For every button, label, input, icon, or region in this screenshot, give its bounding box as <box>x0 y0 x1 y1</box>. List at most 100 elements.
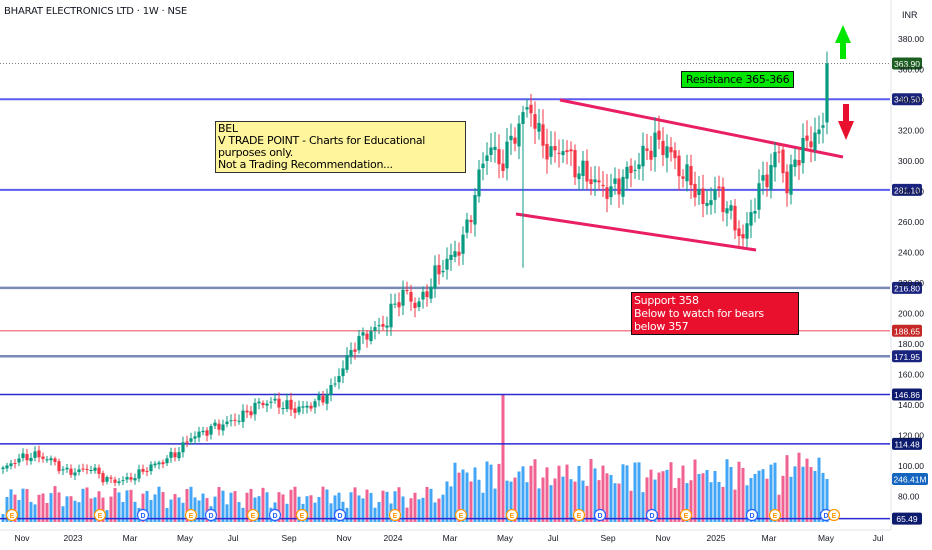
dividend-event-icon[interactable] <box>136 508 150 522</box>
volume-bar <box>669 462 673 522</box>
channel-lines[interactable] <box>515 98 844 252</box>
volume-bar <box>733 489 737 522</box>
candle <box>549 146 553 157</box>
volume-bar <box>557 465 561 522</box>
volume-bar <box>573 481 577 522</box>
candle <box>569 149 573 152</box>
dividend-event-icon[interactable] <box>645 508 659 522</box>
candle <box>665 146 669 158</box>
earnings-event-icon[interactable] <box>5 508 19 522</box>
resistance-label[interactable]: Resistance 365-366 <box>681 71 795 88</box>
candle <box>137 469 141 479</box>
volume-bar <box>801 466 805 522</box>
x-tick-label: May <box>818 533 835 543</box>
channel-upper-line[interactable] <box>559 98 844 159</box>
volume-bar <box>413 492 417 522</box>
candle <box>489 147 493 155</box>
candle <box>409 292 413 302</box>
candle <box>737 228 741 237</box>
candle <box>413 302 417 308</box>
candle <box>825 63 829 123</box>
candle <box>177 452 181 459</box>
candle <box>629 165 633 173</box>
volume-bar <box>265 492 269 522</box>
dividend-event-icon[interactable] <box>593 508 607 522</box>
volume-bar <box>521 466 525 522</box>
event-marker-glyph: D <box>208 513 213 520</box>
volume-bar <box>673 487 677 522</box>
candle <box>425 291 429 298</box>
volume-bar <box>257 496 261 522</box>
level-price-label: 188.65 <box>894 326 920 336</box>
disclaimer-note[interactable]: BEL V TRADE POINT - Charts for Education… <box>215 121 466 173</box>
x-tick-label: Jul <box>873 533 884 543</box>
candle <box>505 141 509 169</box>
volume-bar <box>33 504 37 522</box>
candle <box>133 478 137 481</box>
earnings-event-icon[interactable] <box>679 508 693 522</box>
volume-bar <box>785 455 789 522</box>
dividend-event-icon[interactable] <box>333 508 347 522</box>
channel-lower-line[interactable] <box>515 212 757 252</box>
up-arrow-icon <box>835 25 851 59</box>
volume-bar <box>633 462 637 522</box>
earnings-event-icon[interactable] <box>454 508 468 522</box>
candle <box>721 186 725 213</box>
earnings-event-icon[interactable] <box>295 508 309 522</box>
volume-bar <box>777 494 781 522</box>
candle <box>709 200 713 206</box>
volume-bar <box>141 493 145 522</box>
candle <box>681 176 685 179</box>
volume-bar <box>769 464 773 522</box>
dividend-event-icon[interactable] <box>268 508 282 522</box>
volume-bar <box>749 478 753 522</box>
volume-bar <box>485 461 489 522</box>
candle <box>525 107 529 110</box>
event-marker-glyph: E <box>10 513 15 520</box>
y-tick-label: 100.00 <box>898 461 924 471</box>
volume-bar <box>5 496 9 522</box>
earnings-event-icon[interactable] <box>184 508 198 522</box>
volume-bar <box>345 507 349 522</box>
volume-bar <box>745 485 749 522</box>
candle <box>713 189 717 200</box>
candle <box>161 462 165 465</box>
candle <box>617 178 621 195</box>
candle <box>277 398 281 408</box>
candle <box>353 349 357 352</box>
candle <box>757 183 761 210</box>
candle <box>157 462 161 465</box>
candle <box>797 160 801 166</box>
candle <box>793 159 797 167</box>
candle <box>593 179 597 183</box>
volume-bar <box>817 457 821 522</box>
volume-bar <box>237 502 241 522</box>
candle <box>533 114 537 129</box>
earnings-event-icon[interactable] <box>93 508 107 522</box>
level-price-tag <box>892 512 922 525</box>
candle <box>801 137 805 164</box>
note-line-2: V TRADE POINT - Charts for Educational p… <box>218 134 426 159</box>
volume-bar <box>661 471 665 522</box>
volume-bar <box>793 466 797 522</box>
volume-bar <box>625 465 629 522</box>
candle <box>341 368 345 377</box>
candle <box>733 205 737 231</box>
volume-bar <box>613 483 617 522</box>
candle <box>557 152 561 154</box>
earnings-event-icon[interactable] <box>768 508 782 522</box>
volume-bar <box>277 492 281 522</box>
earnings-event-icon[interactable] <box>505 508 519 522</box>
candle <box>241 410 245 422</box>
earnings-event-icon[interactable] <box>572 508 586 522</box>
candle <box>609 186 613 198</box>
candle <box>45 459 49 461</box>
support-label[interactable]: Support 358 Below to watch for bears bel… <box>631 292 799 335</box>
earnings-event-icon[interactable] <box>246 508 260 522</box>
dividend-event-icon[interactable] <box>745 508 759 522</box>
candle <box>337 376 341 383</box>
earnings-event-icon[interactable] <box>388 508 402 522</box>
earnings-event-icon[interactable] <box>827 508 841 522</box>
level-price-tag <box>892 324 922 337</box>
dividend-event-icon[interactable] <box>204 508 218 522</box>
